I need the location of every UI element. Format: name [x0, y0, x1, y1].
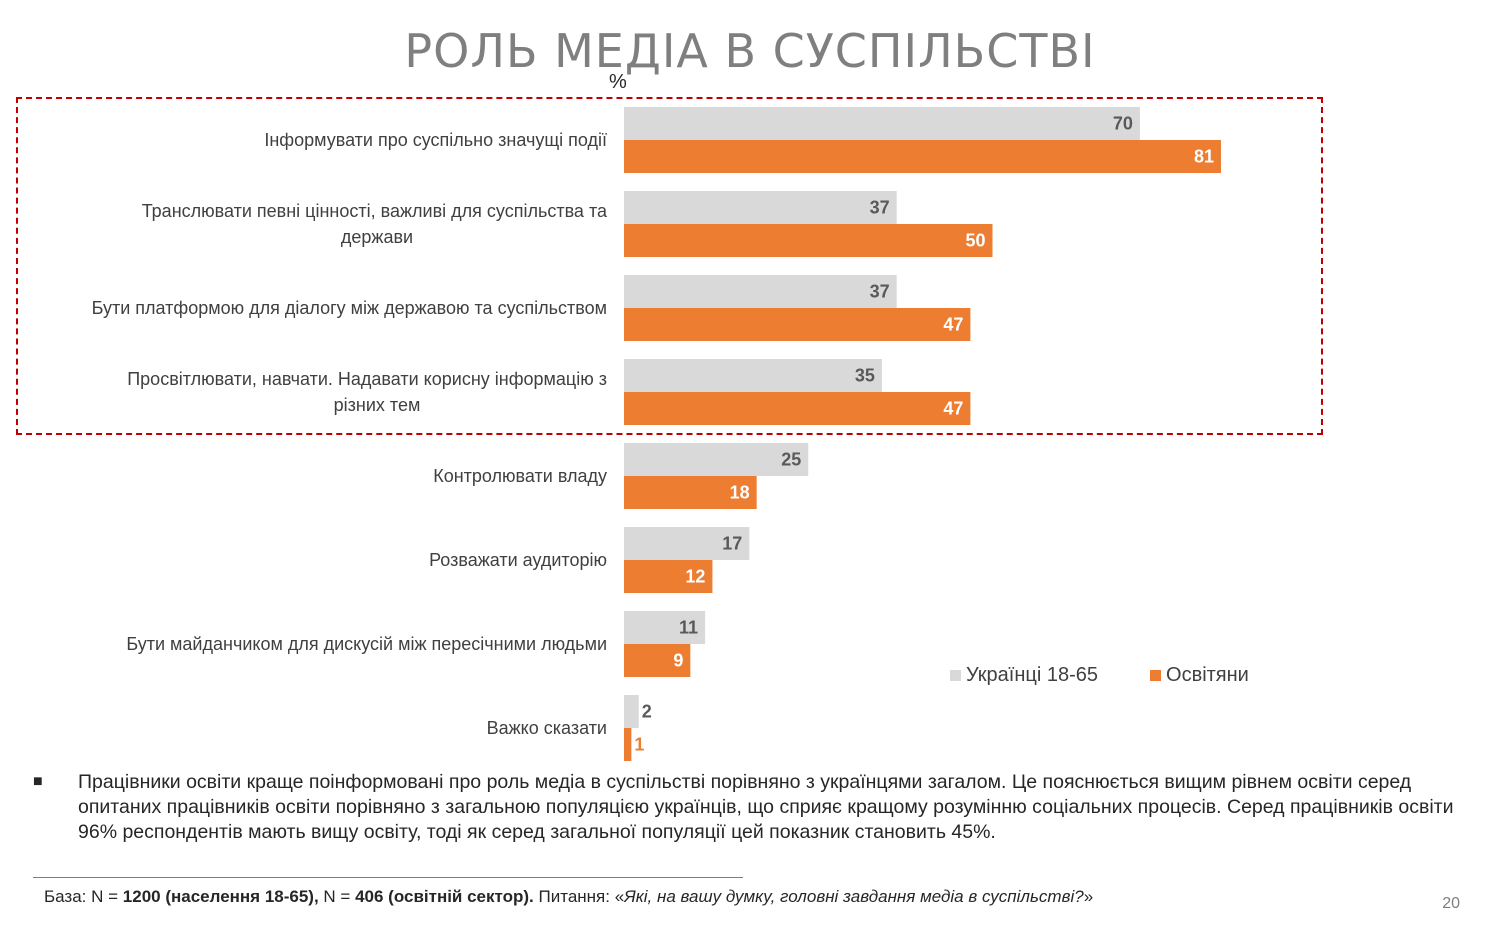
category-label-3: Просвітлювати, навчати. Надавати корисну…: [127, 369, 607, 415]
data-label-general-1: 37: [870, 198, 890, 218]
bar-educators-1: [624, 224, 993, 257]
category-label-5: Розважати аудиторію: [429, 550, 607, 570]
source-base-mid: N =: [318, 887, 356, 906]
data-label-educators-7: 1: [634, 735, 644, 755]
data-label-educators-3: 47: [943, 399, 963, 419]
bar-general-0: [624, 107, 1140, 140]
source-base-n2: 406 (освітній сектор).: [355, 887, 534, 906]
legend-item-general: Українці 18-65: [950, 664, 1098, 687]
bar-general-7: [624, 695, 639, 728]
page-title: РОЛЬ МЕДІА В СУСПІЛЬСТВІ: [404, 24, 1096, 78]
data-label-general-3: 35: [855, 366, 875, 386]
source-base-n1: 1200 (населення 18-65),: [122, 887, 319, 906]
bar-general-1: [624, 191, 897, 224]
data-label-general-7: 2: [642, 702, 652, 722]
category-label-7: Важко сказати: [487, 718, 607, 738]
category-label-0: Інформувати про суспільно значущі події: [264, 130, 607, 150]
bar-chart: 70 81 Інформувати про суспільно значущі по…: [92, 107, 1221, 761]
note-bullet: ■: [33, 773, 43, 790]
source-question-label: Питання: «: [533, 887, 625, 906]
bar-general-5: [624, 527, 750, 560]
source-question: Які, на вашу думку, головні завдання мед…: [624, 887, 1084, 906]
divider-line: [33, 877, 743, 878]
data-label-educators-0: 81: [1194, 147, 1214, 167]
legend-item-educators: Освітяни: [1150, 664, 1249, 687]
data-label-educators-1: 50: [965, 231, 985, 251]
data-label-educators-2: 47: [943, 315, 963, 335]
category-label-2: Бути платформою для діалогу між державою…: [92, 298, 607, 318]
data-label-general-6: 11: [679, 618, 698, 638]
data-label-educators-5: 12: [685, 567, 705, 587]
data-label-general-0: 70: [1113, 114, 1133, 134]
bar-general-2: [624, 275, 897, 308]
bar-educators-6: [624, 644, 691, 677]
data-label-general-2: 37: [870, 282, 890, 302]
source-note: База: N = 1200 (населення 18-65), N = 40…: [44, 887, 1093, 907]
data-label-general-5: 17: [722, 534, 742, 554]
note-text: Працівники освіти краще поінформовані пр…: [78, 771, 1454, 843]
data-label-general-4: 25: [781, 450, 801, 470]
category-label-1: Транслювати певні цінності, важливі для …: [142, 201, 608, 247]
legend-label-general: Українці 18-65: [966, 664, 1099, 686]
source-base-label: База: N =: [44, 887, 123, 906]
legend-swatch-general: [950, 670, 961, 681]
page-number: 20: [1442, 895, 1460, 912]
bar-educators-7: [624, 728, 632, 761]
bar-educators-5: [624, 560, 713, 593]
legend-swatch-educators: [1150, 670, 1162, 681]
data-label-educators-6: 9: [673, 651, 683, 671]
bar-general-4: [624, 443, 809, 476]
data-label-educators-4: 18: [730, 483, 750, 503]
bar-educators-0: [624, 140, 1221, 173]
bar-educators-4: [624, 476, 757, 509]
bar-educators-2: [624, 308, 971, 341]
unit-label: %: [609, 71, 627, 93]
chart-legend: Українці 18-65 Освітяни: [950, 664, 1249, 687]
category-label-4: Контролювати владу: [433, 466, 607, 486]
highlight-box: [16, 97, 1323, 435]
category-label-6: Бути майданчиком для дискусій між пересі…: [126, 634, 607, 654]
bar-general-6: [624, 611, 706, 644]
legend-label-educators: Освітяни: [1166, 664, 1249, 686]
source-question-end: »: [1083, 887, 1094, 906]
bar-general-3: [624, 359, 882, 392]
bar-educators-3: [624, 392, 971, 425]
